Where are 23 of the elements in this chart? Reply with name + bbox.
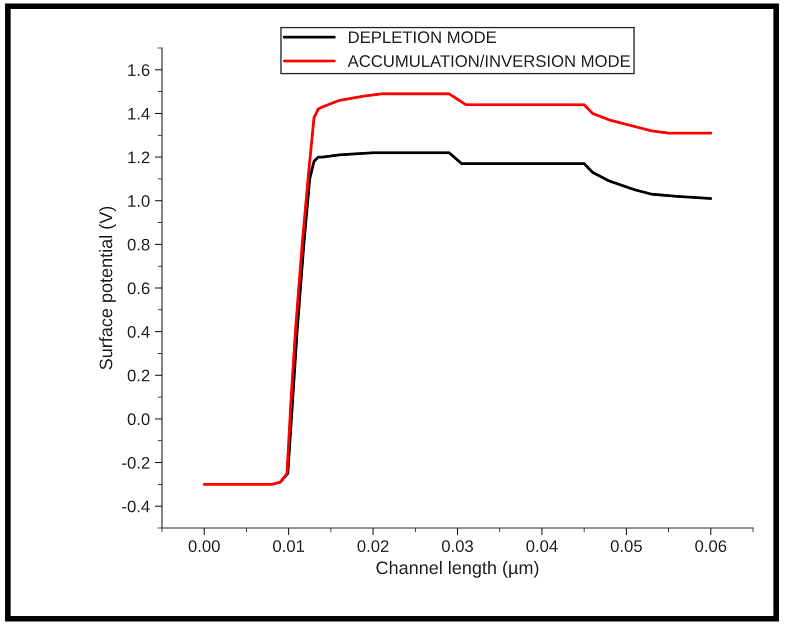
legend-label: ACCUMULATION/INVERSION MODE bbox=[348, 54, 630, 67]
line-series bbox=[202, 92, 712, 486]
x-tick-label: 0.03 bbox=[442, 540, 473, 552]
x-tick-label: 0.02 bbox=[358, 540, 388, 552]
y-tick-label: 1.2 bbox=[128, 151, 150, 164]
x-tick-label: 0.06 bbox=[695, 540, 726, 552]
y-tick-label: 0.2 bbox=[128, 370, 150, 382]
y-tick-label: 1.4 bbox=[128, 108, 150, 120]
y-tick-label: -0.4 bbox=[122, 500, 150, 512]
y-tick-label: 0.0 bbox=[128, 413, 150, 426]
y-axis-title: Surface potential (V) bbox=[99, 206, 116, 370]
legend-label: DEPLETION MODE bbox=[349, 31, 496, 44]
y-tick-label: 1.0 bbox=[128, 195, 150, 207]
y-tick-label: 1.6 bbox=[128, 64, 150, 76]
y-tick-label: -0.2 bbox=[122, 456, 150, 469]
y-tick-label: 0.8 bbox=[128, 238, 150, 251]
y-tick-label: 0.6 bbox=[128, 282, 150, 294]
y-tick-label: 0.4 bbox=[128, 326, 150, 338]
x-axis-title: Channel length (µm) bbox=[376, 560, 538, 578]
x-tick-label: 0.05 bbox=[610, 540, 642, 552]
x-tick-label: 0.01 bbox=[273, 540, 304, 552]
x-tick-label: 0.04 bbox=[526, 540, 558, 552]
x-tick-label: 0.00 bbox=[188, 540, 220, 552]
